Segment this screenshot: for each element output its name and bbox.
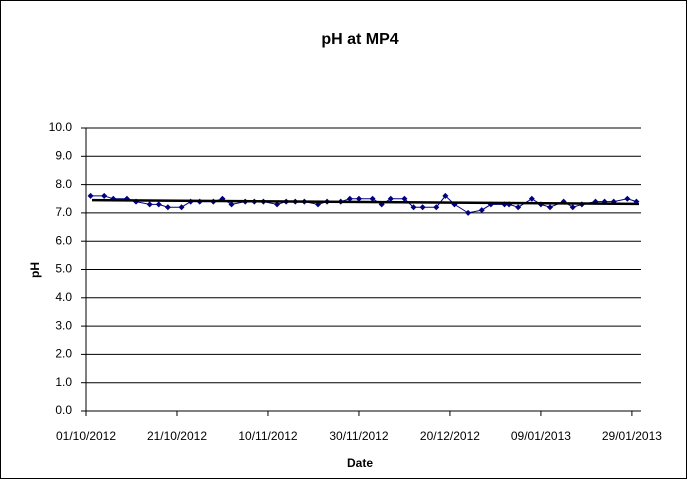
- y-axis-title: pH: [28, 262, 42, 278]
- data-point: [155, 201, 162, 208]
- data-point: [478, 207, 485, 214]
- y-tick-label: 10.0: [49, 120, 73, 134]
- x-tick-label: 10/11/2012: [238, 429, 297, 443]
- y-tick-label: 7.0: [55, 205, 72, 219]
- data-point: [387, 195, 394, 202]
- x-tick-label: 30/11/2012: [329, 429, 388, 443]
- y-tick-label: 5.0: [55, 262, 72, 276]
- data-line: [90, 195, 637, 214]
- y-tick-label: 1.0: [55, 375, 72, 389]
- data-point: [410, 204, 417, 211]
- data-point: [465, 209, 472, 216]
- data-point: [528, 195, 535, 202]
- x-tick-label: 09/01/2013: [511, 429, 571, 443]
- x-tick-label: 20/12/2012: [420, 429, 480, 443]
- x-tick-label: 01/10/2012: [56, 429, 116, 443]
- y-tick-label: 0.0: [55, 403, 72, 417]
- data-point: [624, 195, 631, 202]
- x-tick-label: 29/01/2013: [602, 429, 662, 443]
- data-point: [515, 204, 522, 211]
- data-point: [442, 192, 449, 199]
- y-tick-label: 3.0: [55, 318, 72, 332]
- data-point: [369, 195, 376, 202]
- trend-line: [91, 198, 640, 206]
- data-point: [146, 201, 153, 208]
- data-point: [346, 195, 353, 202]
- x-axis-title: Date: [347, 456, 373, 470]
- x-tick-label: 21/10/2012: [147, 429, 207, 443]
- data-point: [355, 195, 362, 202]
- y-tick-label: 6.0: [55, 233, 72, 247]
- data-point: [274, 201, 281, 208]
- data-point: [101, 192, 108, 199]
- data-point: [547, 204, 554, 211]
- data-point: [401, 195, 408, 202]
- y-tick-label: 8.0: [55, 177, 72, 191]
- data-point: [419, 204, 426, 211]
- data-point: [433, 204, 440, 211]
- y-tick-label: 4.0: [55, 290, 72, 304]
- data-point: [228, 201, 235, 208]
- data-point: [178, 204, 185, 211]
- data-point: [164, 204, 171, 211]
- data-point: [87, 192, 94, 199]
- data-point: [569, 204, 576, 211]
- y-tick-label: 2.0: [55, 347, 72, 361]
- y-tick-label: 9.0: [55, 148, 72, 162]
- chart-title: pH at MP4: [321, 31, 398, 48]
